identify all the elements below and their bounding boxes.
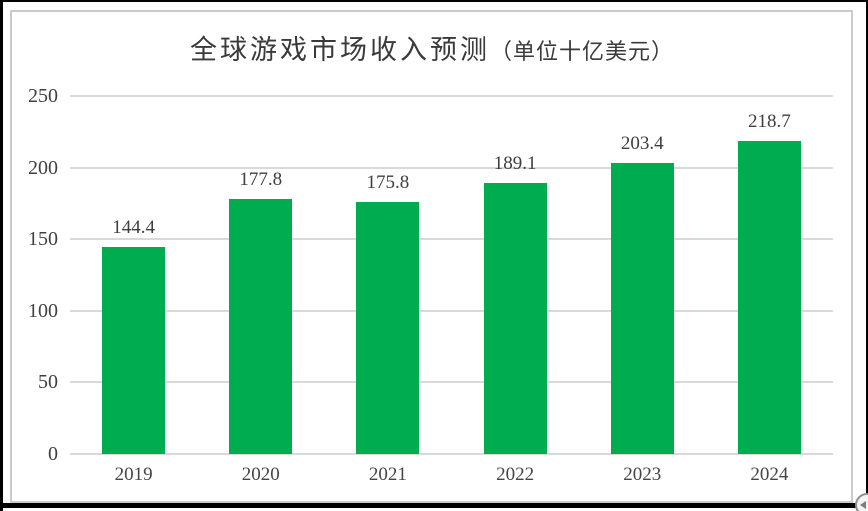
gridline xyxy=(70,95,833,97)
y-tick-label: 150 xyxy=(28,228,58,251)
x-tick-label: 2024 xyxy=(750,464,789,485)
layout-options-button[interactable] xyxy=(855,493,868,511)
gridline xyxy=(70,238,833,241)
bar-value-label: 175.8 xyxy=(366,172,410,194)
y-tick-label: 100 xyxy=(28,299,58,322)
bar xyxy=(610,162,674,454)
x-tick-label: 2022 xyxy=(496,464,535,485)
y-tick-label: 50 xyxy=(38,371,58,394)
bar xyxy=(737,140,801,454)
chart-title-unit: （单位十亿美元） xyxy=(489,40,674,65)
x-tick-label: 2020 xyxy=(241,464,280,485)
x-tick-label: 2021 xyxy=(368,464,407,485)
page-border-right xyxy=(866,0,868,511)
x-tick-label: 2019 xyxy=(114,464,153,485)
gridline xyxy=(70,309,833,312)
bar-value-label: 218.7 xyxy=(748,110,791,132)
bar-value-label: 144.4 xyxy=(112,217,155,239)
bar xyxy=(229,199,293,454)
bar xyxy=(356,202,420,454)
gridline xyxy=(70,166,833,169)
y-tick-label: 0 xyxy=(48,443,58,465)
page-border-top xyxy=(0,0,868,2)
chart-title: 全球游戏市场收入预测（单位十亿美元） xyxy=(0,28,864,67)
chart-title-main: 全球游戏市场收入预测 xyxy=(189,35,490,66)
y-tick-label: 250 xyxy=(28,85,58,107)
x-tick-label: 2023 xyxy=(623,464,662,485)
bar-value-label: 189.1 xyxy=(493,153,537,175)
bar-value-label: 177.8 xyxy=(239,169,283,191)
y-tick-label: 200 xyxy=(28,156,58,179)
bar xyxy=(483,183,547,454)
x-axis-line xyxy=(70,453,833,455)
gridline xyxy=(70,381,833,384)
layout-options-icon xyxy=(860,501,866,509)
bar-value-label: 203.4 xyxy=(620,132,664,154)
page-border-bottom xyxy=(0,503,868,508)
bar xyxy=(102,247,166,454)
page-border-left xyxy=(0,0,3,511)
